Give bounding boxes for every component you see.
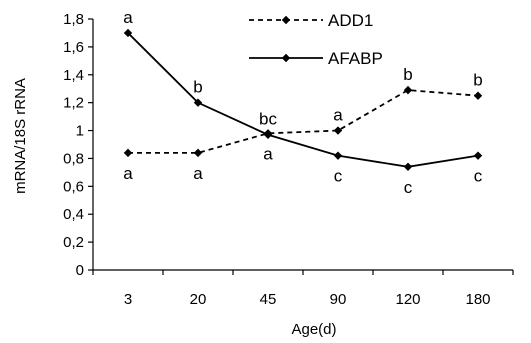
significance-letter-afabp: a (123, 8, 133, 27)
data-point-add1 (123, 148, 133, 158)
data-point-afabp (333, 151, 343, 160)
y-tick-label: 0,4 (63, 206, 84, 223)
series-lines (127, 32, 479, 168)
data-point-add1 (473, 91, 483, 100)
significance-letter-add1: a (333, 106, 343, 125)
y-tick-label: 1,2 (63, 95, 84, 112)
x-axis-ticks: 3 20 45 90 120 180 (92, 270, 514, 308)
x-tick-label: 180 (465, 291, 490, 308)
x-axis-label: Age(d) (291, 321, 336, 338)
legend-label-add1: ADD1 (328, 11, 373, 30)
significance-letters: a a a a b b a b bc c c c (123, 8, 482, 197)
y-tick-label: 1,8 (63, 11, 84, 28)
series-line-afabp (127, 32, 479, 168)
significance-letter-afabp: bc (259, 110, 277, 129)
data-point-add1 (193, 148, 203, 158)
significance-letter-add1: a (123, 164, 133, 183)
data-point-afabp (403, 162, 413, 172)
y-tick-label: 0,6 (63, 178, 84, 195)
significance-letter-add1: b (403, 65, 412, 84)
y-axis-label: mRNA/18S rRNA (12, 78, 29, 194)
data-point-afabp (193, 98, 203, 107)
y-axis-ticks: 0 0,2 0,4 0,6 0,8 1 1,2 1,4 1,6 1,8 (63, 11, 93, 279)
significance-letter-afabp: b (193, 78, 202, 97)
y-tick-label: 0,2 (63, 234, 84, 251)
x-tick-label: 3 (124, 291, 132, 308)
data-point-afabp (263, 130, 273, 139)
significance-letter-add1: b (473, 71, 482, 90)
x-tick-label: 20 (190, 291, 207, 308)
y-tick-label: 0 (76, 262, 84, 279)
x-tick-label: 45 (260, 291, 277, 308)
significance-letter-afabp: c (334, 167, 343, 186)
significance-letter-afabp: c (474, 167, 483, 186)
significance-letter-afabp: c (404, 178, 413, 197)
y-tick-label: 1 (76, 123, 84, 140)
x-tick-label: 90 (330, 291, 347, 308)
data-point-add1 (403, 85, 413, 95)
series-line-add1 (128, 89, 479, 154)
legend-marker-afabp (281, 53, 291, 63)
x-tick-label: 120 (395, 291, 420, 308)
legend-label-afabp: AFABP (328, 49, 383, 68)
data-point-afabp (123, 28, 133, 38)
series-markers (123, 28, 483, 172)
y-tick-label: 1,6 (63, 39, 84, 56)
significance-letter-add1: a (193, 164, 203, 183)
data-point-afabp (473, 151, 483, 160)
data-point-add1 (333, 126, 343, 135)
legend-marker-add1 (281, 15, 291, 25)
y-tick-label: 1,4 (63, 67, 84, 84)
significance-letter-add1: a (263, 144, 273, 163)
y-tick-label: 0,8 (63, 150, 84, 167)
legend: ADD1 AFABP (249, 11, 383, 68)
